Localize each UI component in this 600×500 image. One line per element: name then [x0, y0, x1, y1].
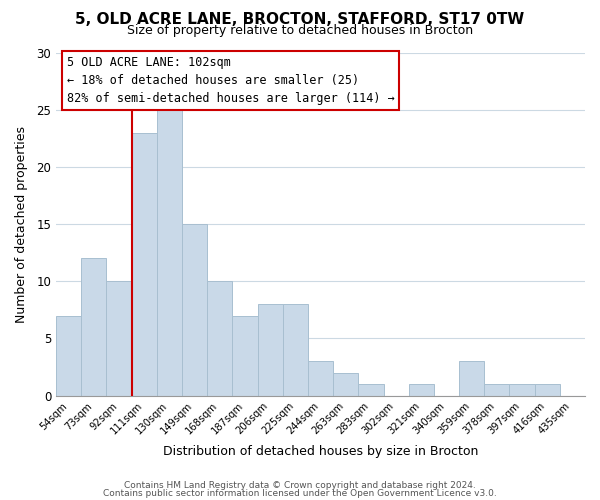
Bar [81, 258, 106, 396]
X-axis label: Distribution of detached houses by size in Brocton: Distribution of detached houses by size … [163, 444, 478, 458]
Bar [283, 304, 308, 396]
Bar [358, 384, 383, 396]
Bar [232, 316, 257, 396]
Bar [308, 362, 333, 396]
Text: 5, OLD ACRE LANE, BROCTON, STAFFORD, ST17 0TW: 5, OLD ACRE LANE, BROCTON, STAFFORD, ST1… [76, 12, 524, 28]
Bar [56, 316, 81, 396]
Bar [257, 304, 283, 396]
Text: 5 OLD ACRE LANE: 102sqm
← 18% of detached houses are smaller (25)
82% of semi-de: 5 OLD ACRE LANE: 102sqm ← 18% of detache… [67, 56, 394, 105]
Bar [484, 384, 509, 396]
Y-axis label: Number of detached properties: Number of detached properties [15, 126, 28, 322]
Bar [106, 282, 131, 396]
Bar [182, 224, 207, 396]
Bar [535, 384, 560, 396]
Bar [409, 384, 434, 396]
Text: Size of property relative to detached houses in Brocton: Size of property relative to detached ho… [127, 24, 473, 37]
Bar [157, 110, 182, 396]
Text: Contains public sector information licensed under the Open Government Licence v3: Contains public sector information licen… [103, 489, 497, 498]
Bar [509, 384, 535, 396]
Bar [131, 132, 157, 396]
Bar [207, 282, 232, 396]
Bar [333, 373, 358, 396]
Text: Contains HM Land Registry data © Crown copyright and database right 2024.: Contains HM Land Registry data © Crown c… [124, 481, 476, 490]
Bar [459, 362, 484, 396]
